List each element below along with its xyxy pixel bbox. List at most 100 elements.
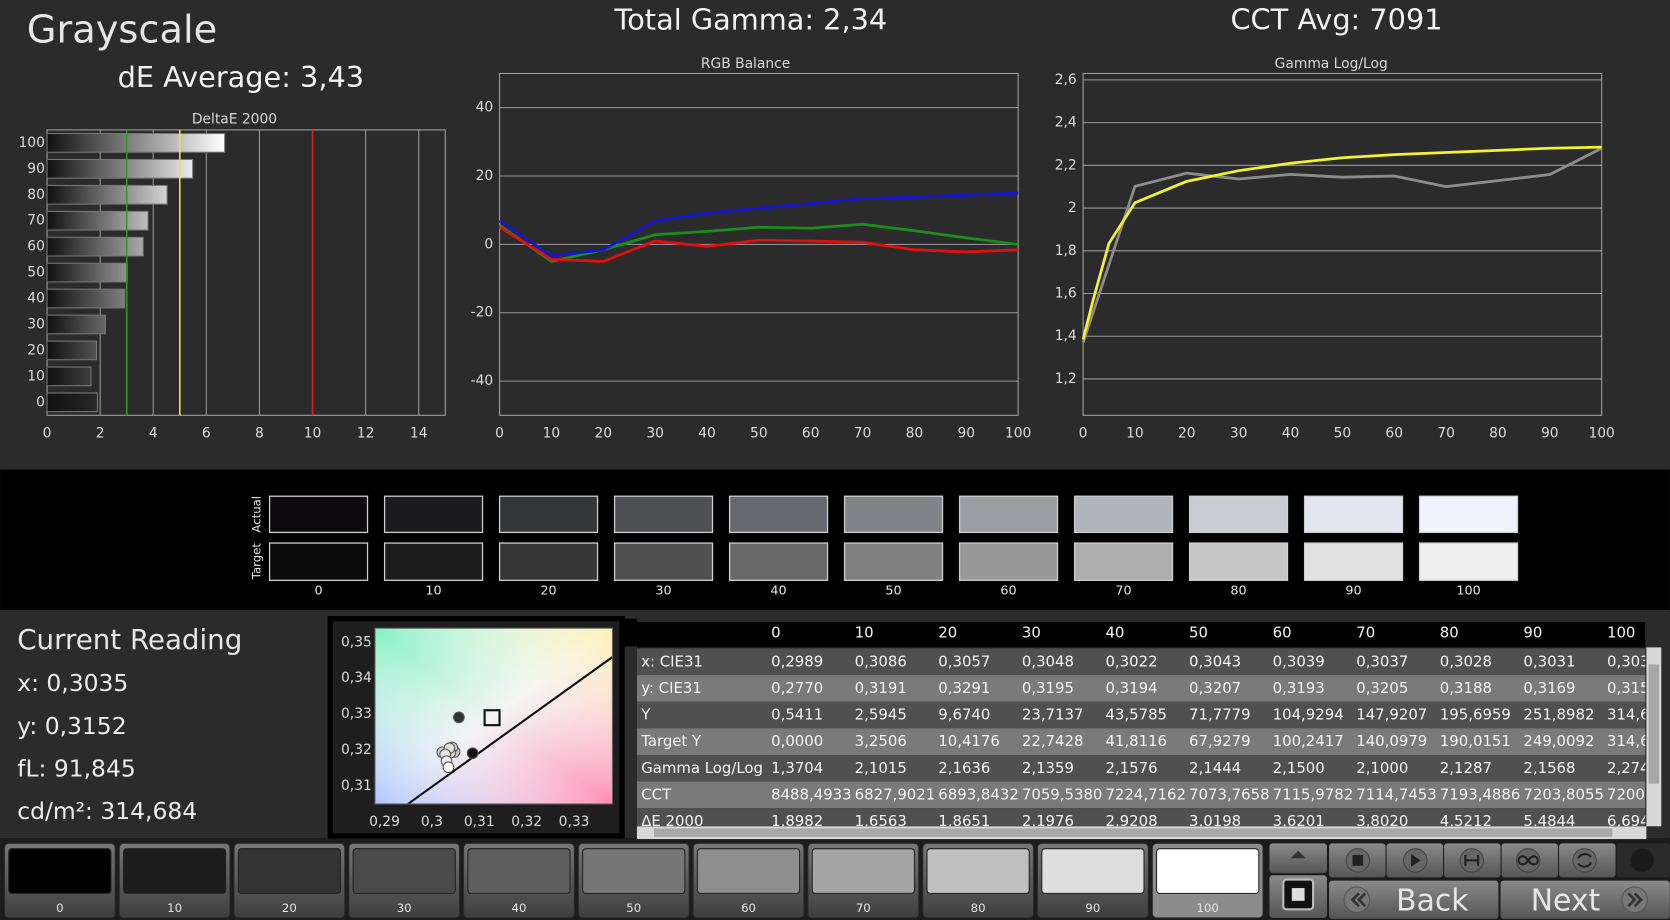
- chart: RGB Balance -40 -20 0 20 40 0 10 20 30 40 50 60 70 80 9…: [471, 56, 1032, 441]
- table-cell: 7203,8055: [1523, 785, 1604, 803]
- x-tick-label: 50: [1334, 425, 1352, 441]
- page-title: Grayscale: [27, 7, 217, 52]
- series-line: [498, 226, 1019, 263]
- y-tick-label: 2,6: [1055, 72, 1077, 88]
- level-button-label[interactable]: 40: [512, 901, 527, 915]
- table-column-header: 0: [771, 624, 780, 642]
- table-cell: 7059,5380: [1022, 785, 1103, 803]
- x-tick-label: 0,31: [464, 814, 495, 830]
- table-cell: 1,3704: [771, 759, 823, 777]
- bar: [46, 133, 226, 153]
- bar: [46, 262, 128, 283]
- x-tick-label: 4: [149, 425, 158, 441]
- target-swatch: [383, 542, 484, 581]
- back-label[interactable]: Back: [1396, 883, 1469, 918]
- level-button-color[interactable]: [696, 848, 801, 894]
- table-cell: 0,3207: [1189, 679, 1241, 697]
- table-cell: 41,8116: [1105, 732, 1167, 750]
- table-cell: 2,1000: [1356, 759, 1408, 777]
- x-tick-label: 20: [1178, 425, 1196, 441]
- category-label: 100: [19, 135, 45, 151]
- x-tick-label: 10: [543, 425, 561, 441]
- x-tick-label: 0: [495, 425, 504, 441]
- level-button-label[interactable]: 0: [56, 901, 63, 915]
- table-cell: 0,3205: [1356, 679, 1408, 697]
- reading-line: x: 0,3035: [17, 669, 128, 697]
- data-table: 0 10 20 30 40 50 60 70 80 90 100 x: CIE31 0,2989 0,30…: [636, 621, 1650, 830]
- back-button[interactable]: [1329, 880, 1499, 919]
- swatch-label: 0: [315, 583, 323, 598]
- table-cell: 1,8982: [771, 812, 823, 830]
- x-tick-label: 10: [1126, 425, 1144, 441]
- level-button-color[interactable]: [582, 848, 686, 894]
- level-button-color[interactable]: [352, 848, 456, 894]
- level-button-color[interactable]: [926, 848, 1030, 894]
- x-tick-label: 100: [1005, 425, 1031, 441]
- level-button-color[interactable]: [467, 848, 571, 894]
- table-cell: 2,1576: [1105, 759, 1157, 777]
- x-tick-label: 30: [1230, 425, 1248, 441]
- category-label: 70: [27, 213, 45, 229]
- target-swatch: [1303, 542, 1404, 581]
- table-column-header: 10: [855, 624, 874, 642]
- swatch-label: 30: [655, 583, 671, 598]
- x-tick-label: 0: [1079, 425, 1088, 441]
- category-label: 80: [27, 187, 45, 203]
- chart-title: RGB Balance: [701, 56, 790, 72]
- bar: [46, 210, 149, 231]
- table-row-label: Y: [640, 706, 651, 724]
- swatch-label: 100: [1456, 583, 1480, 598]
- level-button-label[interactable]: 60: [741, 901, 756, 915]
- actual-swatch: [268, 495, 369, 534]
- target-swatch: [728, 542, 829, 581]
- swatch-label: 80: [1230, 583, 1246, 598]
- level-button-color[interactable]: [8, 848, 112, 894]
- level-button-label[interactable]: 70: [856, 901, 871, 915]
- v-scroll-thumb[interactable]: [1648, 664, 1660, 784]
- table-cell: 0,5411: [771, 706, 823, 724]
- level-button-color[interactable]: [122, 848, 227, 894]
- level-button-color[interactable]: [237, 848, 342, 894]
- table-cell: 0,3291: [938, 679, 990, 697]
- y-tick-label: 2,4: [1055, 115, 1077, 131]
- table-cell: 0,3169: [1523, 679, 1575, 697]
- y-tick-label: 0,35: [341, 634, 372, 650]
- series-line: [498, 222, 1019, 263]
- table-cell: 0,3086: [855, 652, 907, 670]
- reading-line: fL: 91,845: [17, 754, 136, 782]
- y-tick-label: 0,33: [341, 706, 372, 722]
- table-cell: 147,9207: [1356, 706, 1427, 724]
- x-tick-label: 20: [594, 425, 612, 441]
- level-button-color[interactable]: [1041, 848, 1145, 894]
- x-tick-label: 12: [357, 425, 375, 441]
- table-cell: 0,3194: [1105, 679, 1157, 697]
- level-button-label[interactable]: 30: [397, 901, 412, 915]
- h-scroll-thumb[interactable]: [653, 828, 1613, 837]
- level-button-label[interactable]: 10: [167, 901, 182, 915]
- category-label: 40: [27, 291, 45, 307]
- level-button-color[interactable]: [1156, 848, 1260, 894]
- table-cell: 251,8982: [1523, 706, 1594, 724]
- level-button-color[interactable]: [811, 848, 915, 894]
- table-cell: 7193,4886: [1440, 785, 1521, 803]
- reading-point: [442, 761, 455, 774]
- table-cell: 10,4176: [938, 732, 1000, 750]
- range-glyph: [1464, 855, 1480, 866]
- swatch-row-label: Actual: [249, 496, 263, 533]
- controls: Back Next: [1269, 843, 1670, 919]
- y-tick-label: -20: [471, 305, 494, 321]
- category-label: 20: [27, 342, 45, 358]
- cie-overlay: [375, 628, 613, 804]
- table-cell: 0,303: [1607, 652, 1650, 670]
- level-button-label[interactable]: 80: [971, 901, 986, 915]
- level-button-label[interactable]: 90: [1085, 901, 1100, 915]
- table-corner: [624, 618, 637, 647]
- x-tick-label: 0,3: [421, 814, 443, 830]
- next-label[interactable]: Next: [1531, 883, 1600, 918]
- level-button-label[interactable]: 20: [282, 901, 297, 915]
- table-cell: 0,3188: [1440, 679, 1492, 697]
- level-button-label[interactable]: 50: [626, 901, 641, 915]
- swatch-panel: [0, 469, 1670, 611]
- level-button-label[interactable]: 100: [1197, 901, 1219, 915]
